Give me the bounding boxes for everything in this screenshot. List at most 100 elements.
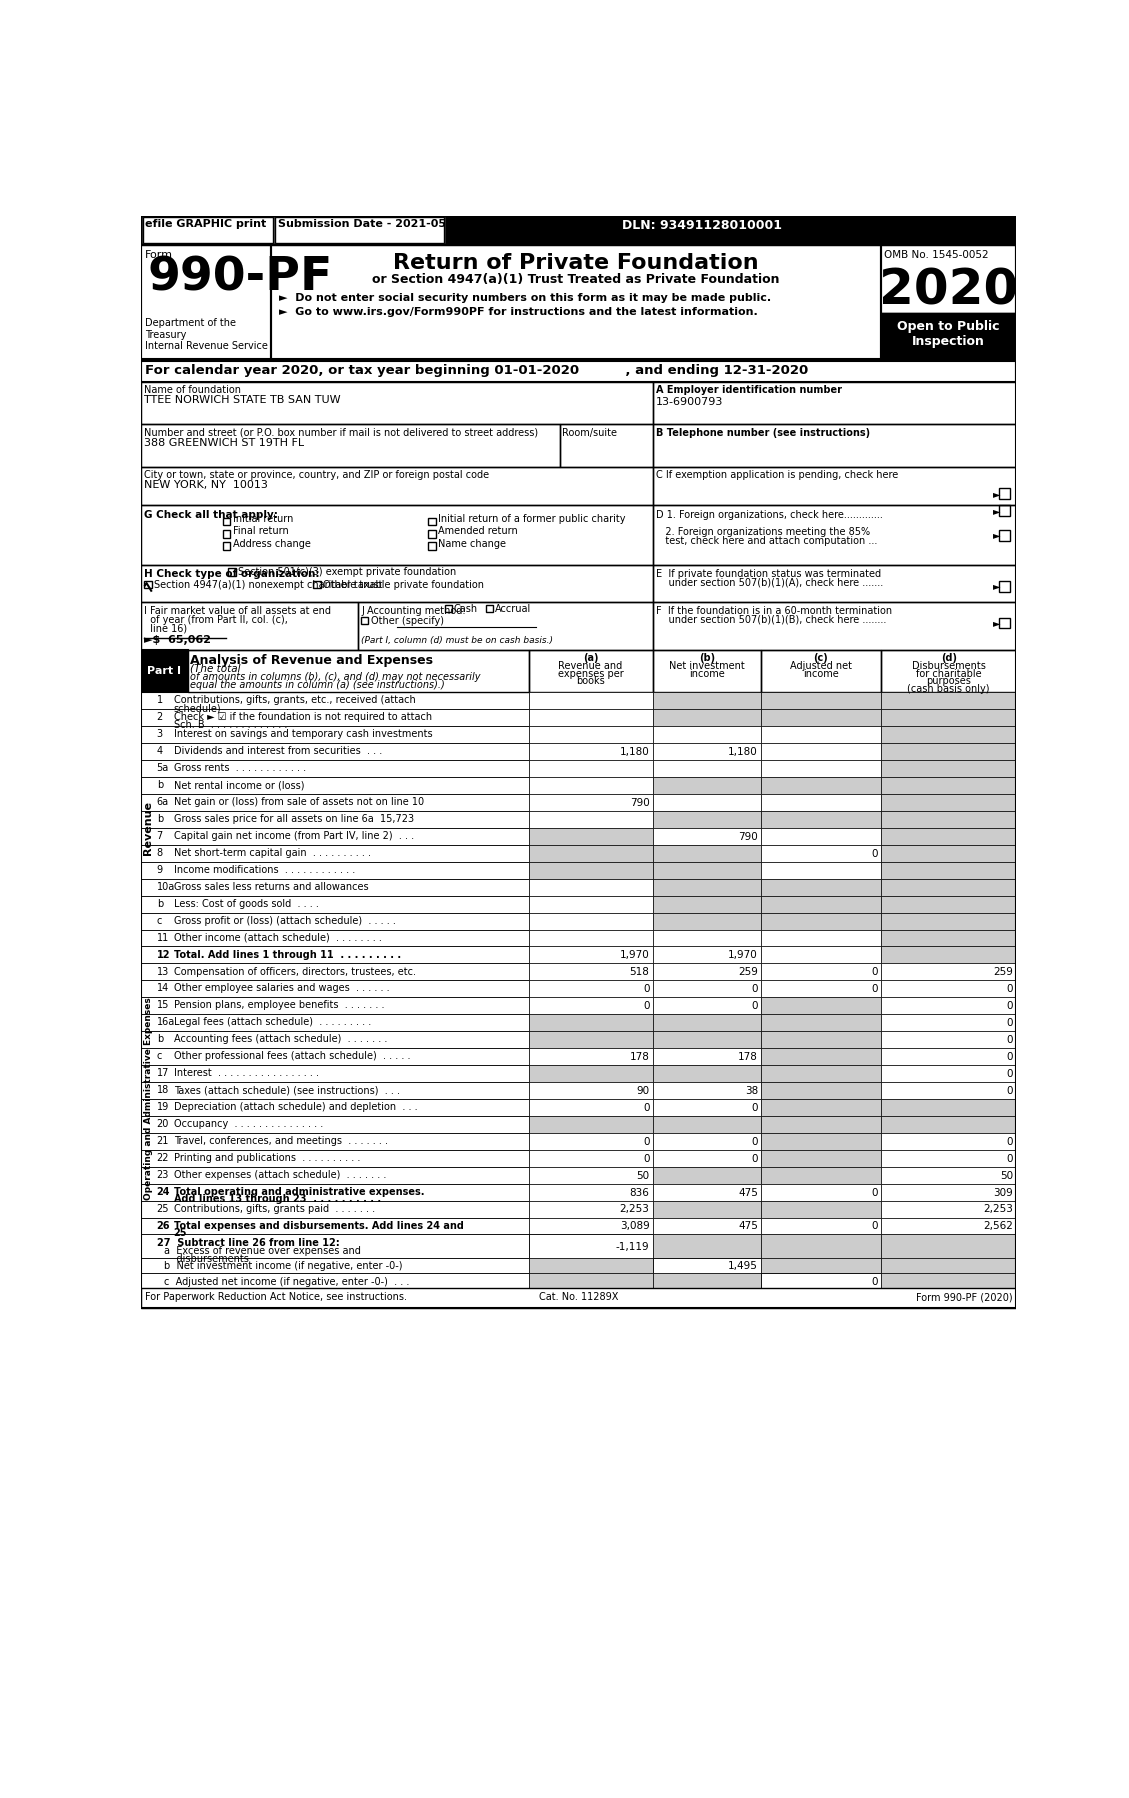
Text: 20: 20 xyxy=(157,1118,169,1129)
Bar xyxy=(653,946,761,964)
Text: a  Excess of revenue over expenses and: a Excess of revenue over expenses and xyxy=(165,1246,361,1257)
Text: Section 501(c)(3) exempt private foundation: Section 501(c)(3) exempt private foundat… xyxy=(238,568,456,577)
Bar xyxy=(882,313,1016,360)
Bar xyxy=(528,845,653,861)
Text: 790: 790 xyxy=(738,832,758,841)
Text: Interest on savings and temporary cash investments: Interest on savings and temporary cash i… xyxy=(174,730,432,739)
Text: 475: 475 xyxy=(738,1187,758,1197)
Bar xyxy=(528,1048,653,1064)
Text: Occupancy  . . . . . . . . . . . . . . .: Occupancy . . . . . . . . . . . . . . . xyxy=(174,1118,323,1129)
Bar xyxy=(141,467,653,505)
Text: Initial return of a former public charity: Initial return of a former public charit… xyxy=(438,514,625,525)
Bar xyxy=(761,1167,882,1183)
Bar xyxy=(141,998,528,1014)
Bar xyxy=(187,651,528,692)
Text: G Check all that apply:: G Check all that apply: xyxy=(145,511,278,520)
Text: Total. Add lines 1 through 11  . . . . . . . . .: Total. Add lines 1 through 11 . . . . . … xyxy=(174,949,401,960)
Text: purposes: purposes xyxy=(926,676,971,687)
Bar xyxy=(761,1048,882,1064)
Bar xyxy=(761,861,882,879)
Bar xyxy=(882,1273,1016,1289)
Bar xyxy=(761,1201,882,1217)
Bar xyxy=(141,761,528,777)
Bar xyxy=(761,1149,882,1167)
Bar xyxy=(141,895,528,913)
Text: Final return: Final return xyxy=(233,527,288,536)
Text: 7: 7 xyxy=(157,831,163,841)
Bar xyxy=(882,811,1016,827)
Bar xyxy=(528,811,653,827)
Text: 3: 3 xyxy=(157,730,163,739)
Bar xyxy=(882,930,1016,946)
Bar xyxy=(141,1048,528,1064)
Bar xyxy=(528,795,653,811)
Bar xyxy=(275,218,444,243)
Bar xyxy=(428,530,436,538)
Bar xyxy=(882,1167,1016,1183)
Bar xyxy=(653,726,761,743)
Bar xyxy=(882,1149,1016,1167)
Bar xyxy=(653,1117,761,1133)
Bar xyxy=(141,651,187,692)
Text: 22: 22 xyxy=(157,1153,169,1163)
Text: 1,970: 1,970 xyxy=(728,951,758,960)
Text: DLN: 93491128010001: DLN: 93491128010001 xyxy=(622,219,781,232)
Text: c  Adjusted net income (if negative, enter -0-)  . . .: c Adjusted net income (if negative, ente… xyxy=(165,1277,410,1287)
Text: ►: ► xyxy=(992,489,1000,498)
Bar xyxy=(528,1099,653,1117)
Bar xyxy=(761,1082,882,1099)
Bar xyxy=(653,1048,761,1064)
Text: 25: 25 xyxy=(157,1203,169,1214)
Bar xyxy=(528,710,653,726)
Text: Revenue: Revenue xyxy=(143,800,154,854)
Text: 38: 38 xyxy=(745,1086,758,1095)
Bar xyxy=(653,861,761,879)
Text: Gross sales price for all assets on line 6a  15,723: Gross sales price for all assets on line… xyxy=(174,814,414,823)
Bar xyxy=(528,692,653,710)
Bar xyxy=(653,1014,761,1032)
Text: 23: 23 xyxy=(157,1170,169,1179)
Text: Initial return: Initial return xyxy=(233,514,292,525)
Text: c: c xyxy=(157,1052,161,1061)
Bar xyxy=(271,245,882,360)
Text: 50: 50 xyxy=(637,1170,649,1181)
Text: b: b xyxy=(157,814,163,823)
Text: Other income (attach schedule)  . . . . . . . .: Other income (attach schedule) . . . . .… xyxy=(174,933,382,942)
Text: ►: ► xyxy=(992,581,1000,592)
Text: (b): (b) xyxy=(699,653,715,663)
Text: F  If the foundation is in a 60-month termination: F If the foundation is in a 60-month ter… xyxy=(656,606,892,617)
Bar xyxy=(141,1201,528,1217)
Bar xyxy=(653,383,1016,424)
Bar xyxy=(882,710,1016,726)
Bar xyxy=(653,811,761,827)
Text: of amounts in columns (b), (c), and (d) may not necessarily: of amounts in columns (b), (c), and (d) … xyxy=(190,672,481,681)
Text: 0: 0 xyxy=(872,967,878,978)
Text: 0: 0 xyxy=(872,1187,878,1197)
Bar xyxy=(882,895,1016,913)
Bar xyxy=(882,1183,1016,1201)
Text: Cash: Cash xyxy=(454,604,478,615)
Bar xyxy=(882,1201,1016,1217)
Bar xyxy=(141,1149,528,1167)
Bar xyxy=(653,895,761,913)
Text: C If exemption application is pending, check here: C If exemption application is pending, c… xyxy=(656,469,898,480)
Text: 1,970: 1,970 xyxy=(620,951,649,960)
Text: 17: 17 xyxy=(157,1068,169,1079)
Text: b: b xyxy=(157,780,163,789)
Bar xyxy=(528,913,653,930)
Text: Section 4947(a)(1) nonexempt charitable trust: Section 4947(a)(1) nonexempt charitable … xyxy=(155,579,383,590)
Text: Less: Cost of goods sold  . . . .: Less: Cost of goods sold . . . . xyxy=(174,899,318,908)
Text: For calendar year 2020, or tax year beginning 01-01-2020          , and ending 1: For calendar year 2020, or tax year begi… xyxy=(145,363,808,376)
Bar xyxy=(761,930,882,946)
Text: Net investment: Net investment xyxy=(669,662,745,671)
Text: under section 507(b)(1)(B), check here ........: under section 507(b)(1)(B), check here .… xyxy=(656,615,886,624)
Bar xyxy=(141,1014,528,1032)
Text: Gross profit or (loss) (attach schedule)  . . . . .: Gross profit or (loss) (attach schedule)… xyxy=(174,915,395,926)
Text: Open to Public
Inspection: Open to Public Inspection xyxy=(898,320,1000,349)
Text: 178: 178 xyxy=(738,1052,758,1063)
Bar xyxy=(141,1273,528,1289)
Bar xyxy=(142,218,273,243)
Text: Other taxable private foundation: Other taxable private foundation xyxy=(323,579,484,590)
Bar xyxy=(761,895,882,913)
Text: 13: 13 xyxy=(157,967,169,976)
